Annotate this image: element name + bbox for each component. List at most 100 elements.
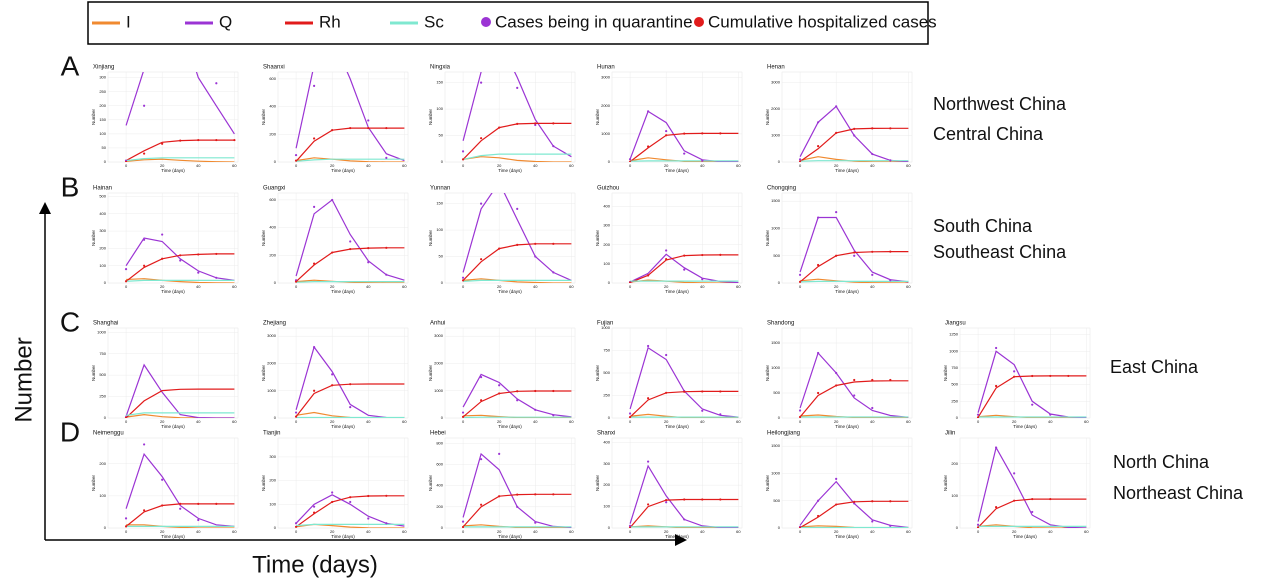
y-tick-label: 600 bbox=[269, 76, 276, 81]
data-point bbox=[125, 268, 127, 270]
panel-y-label: Number bbox=[765, 365, 770, 382]
y-tick-label: 0 bbox=[104, 525, 107, 530]
data-point bbox=[179, 508, 181, 510]
data-point bbox=[719, 498, 721, 500]
panel-y-label: Number bbox=[428, 365, 433, 382]
y-tick-label: 0 bbox=[608, 415, 611, 420]
series-line bbox=[800, 161, 908, 162]
panel-y-label: Number bbox=[261, 109, 266, 126]
y-tick-label: 800 bbox=[436, 440, 443, 445]
x-tick-label: 60 bbox=[402, 419, 407, 424]
panel-x-label: Time (days) bbox=[161, 168, 185, 173]
data-point bbox=[817, 352, 819, 354]
panel-x-label: Time (days) bbox=[498, 168, 522, 173]
legend-swatch bbox=[694, 17, 704, 27]
x-tick-label: 60 bbox=[402, 284, 407, 289]
y-tick-label: 100 bbox=[436, 106, 443, 111]
data-point bbox=[853, 128, 855, 130]
data-point bbox=[799, 416, 801, 418]
data-point bbox=[215, 82, 217, 84]
data-point bbox=[647, 397, 649, 399]
data-point bbox=[462, 150, 464, 152]
y-tick-label: 0 bbox=[441, 415, 444, 420]
y-tick-label: 2000 bbox=[771, 106, 781, 111]
data-point bbox=[853, 134, 855, 136]
panel-title: Yunnan bbox=[430, 186, 450, 192]
panel-y-label: Number bbox=[943, 475, 948, 492]
y-tick-label: 1000 bbox=[97, 329, 107, 334]
data-point bbox=[701, 278, 703, 280]
data-point bbox=[331, 373, 333, 375]
y-tick-label: 500 bbox=[603, 370, 610, 375]
data-point bbox=[313, 85, 315, 87]
data-point bbox=[462, 521, 464, 523]
data-point bbox=[143, 105, 145, 107]
data-point bbox=[552, 390, 554, 392]
data-point bbox=[516, 399, 518, 401]
y-tick-label: 750 bbox=[951, 365, 958, 370]
data-point bbox=[349, 406, 351, 408]
data-point bbox=[516, 506, 518, 508]
data-point bbox=[719, 254, 721, 256]
data-point bbox=[799, 158, 801, 160]
plot-area bbox=[108, 438, 238, 528]
plot-area bbox=[445, 72, 575, 162]
y-tick-label: 200 bbox=[436, 504, 443, 509]
region-label: East China bbox=[1110, 357, 1199, 377]
panel-y-label: Number bbox=[261, 475, 266, 492]
data-point bbox=[552, 145, 554, 147]
data-point bbox=[835, 478, 837, 480]
y-tick-label: 0 bbox=[956, 415, 959, 420]
panel-title: Anhui bbox=[430, 321, 445, 327]
data-point bbox=[215, 277, 217, 279]
data-point bbox=[313, 390, 315, 392]
data-point bbox=[197, 519, 199, 521]
y-tick-label: 0 bbox=[441, 280, 444, 285]
data-point bbox=[197, 503, 199, 505]
x-tick-label: 60 bbox=[232, 284, 237, 289]
x-tick-label: 0 bbox=[629, 163, 632, 168]
legend-label: Rh bbox=[319, 12, 341, 31]
x-tick-label: 40 bbox=[870, 419, 875, 424]
data-point bbox=[215, 139, 217, 141]
y-tick-label: 2000 bbox=[267, 361, 277, 366]
y-tick-label: 750 bbox=[603, 348, 610, 353]
data-point bbox=[197, 272, 199, 274]
data-point bbox=[647, 110, 649, 112]
panel-x-label: Time (days) bbox=[331, 289, 355, 294]
panel-y-label: Number bbox=[765, 109, 770, 126]
y-tick-label: 1000 bbox=[267, 388, 277, 393]
data-point bbox=[161, 143, 163, 145]
x-tick-label: 40 bbox=[870, 529, 875, 534]
x-tick-label: 0 bbox=[462, 284, 465, 289]
panel-title: Henan bbox=[767, 65, 785, 71]
panel-x-label: Time (days) bbox=[665, 534, 689, 539]
data-point bbox=[1049, 414, 1051, 416]
data-point bbox=[462, 416, 464, 418]
y-tick-label: 0 bbox=[274, 525, 277, 530]
data-point bbox=[197, 253, 199, 255]
y-tick-label: 100 bbox=[269, 501, 276, 506]
y-tick-label: 3000 bbox=[267, 333, 277, 338]
y-tick-label: 200 bbox=[603, 242, 610, 247]
data-point bbox=[480, 399, 482, 401]
data-point bbox=[385, 127, 387, 129]
data-point bbox=[313, 512, 315, 514]
data-point bbox=[683, 268, 685, 270]
data-point bbox=[367, 247, 369, 249]
x-tick-label: 60 bbox=[736, 529, 741, 534]
data-point bbox=[1031, 375, 1033, 377]
panel-x-label: Time (days) bbox=[835, 168, 859, 173]
panel-y-label: Number bbox=[595, 230, 600, 247]
data-point bbox=[480, 258, 482, 260]
data-point bbox=[385, 274, 387, 276]
x-tick-label: 0 bbox=[125, 419, 128, 424]
x-tick-label: 0 bbox=[629, 419, 632, 424]
data-point bbox=[817, 264, 819, 266]
data-point bbox=[125, 280, 127, 282]
data-point bbox=[313, 206, 315, 208]
